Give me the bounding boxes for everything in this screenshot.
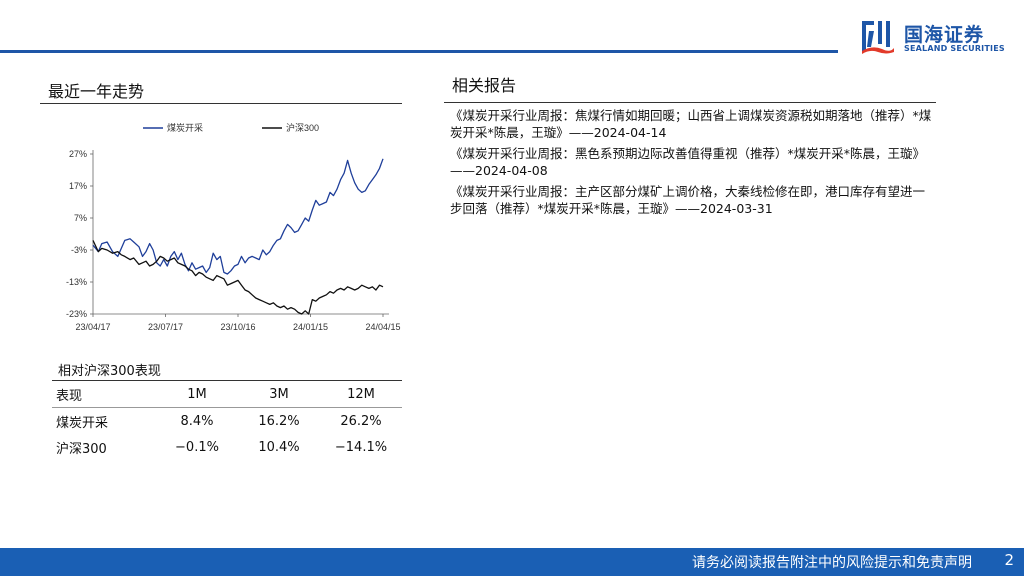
footer-bar: 请务必阅读报告附注中的风险提示和免责声明 2: [0, 548, 1024, 576]
table-cell: 10.4%: [258, 439, 300, 455]
table-cell: 沪深300: [56, 441, 107, 457]
table-header-cell: 1M: [156, 381, 238, 408]
table-header-cell: 3M: [238, 381, 320, 408]
trend-section-title: 最近一年走势: [48, 82, 145, 101]
table-row: 煤炭开采 8.4% 16.2% 26.2%: [52, 408, 402, 435]
related-reports-list: 《煤炭开采行业周报：焦煤行情如期回暖；山西省上调煤炭资源税如期落地（推荐）*煤炭…: [450, 107, 936, 221]
x-tick-label: 23/07/17: [148, 322, 183, 332]
y-tick-label: -3%: [71, 245, 87, 255]
legend-label: 煤炭开采: [167, 122, 203, 133]
table-header-cell: 表现: [52, 381, 156, 408]
y-tick-label: 7%: [74, 213, 87, 223]
table-cell: −0.1%: [175, 439, 219, 455]
table-row: 沪深300 −0.1% 10.4% −14.1%: [52, 434, 402, 460]
legend-label: 沪深300: [286, 122, 319, 133]
trend-line-chart: 27% 17% 7% -3% -13% -23% 23/04/17 23/07/17 23/10…: [66, 122, 401, 332]
table-cell: 煤炭开采: [56, 415, 109, 431]
relative-table-rule: [52, 380, 402, 381]
related-reports-rule: [444, 102, 936, 103]
brand-logo: 国海证券 SEALAND SECURITIES: [860, 18, 1010, 56]
sealand-logo-icon: [862, 21, 894, 54]
report-link[interactable]: 《煤炭开采行业周报：焦煤行情如期回暖；山西省上调煤炭资源税如期落地（推荐）*煤炭…: [450, 108, 932, 140]
table-cell: 16.2%: [258, 413, 300, 429]
relative-performance-table: 表现 1M 3M 12M 煤炭开采 8.4% 16.2% 26.2% 沪深300…: [52, 381, 402, 460]
report-link[interactable]: 《煤炭开采行业周报：主产区部分煤矿上调价格，大秦线检修在即，港口库存有望进一步回…: [450, 184, 926, 216]
x-tick-label: 24/01/15: [293, 322, 328, 332]
brand-name-cn: 国海证券: [904, 24, 985, 46]
series-line: [92, 158, 384, 275]
y-tick-label: 17%: [69, 181, 87, 191]
report-link[interactable]: 《煤炭开采行业周报：黑色系预期边际改善值得重视（推荐）*煤炭开采*陈晨，王璇》—…: [450, 146, 926, 178]
brand-name-en: SEALAND SECURITIES: [904, 44, 1005, 53]
x-tick-label: 23/10/16: [220, 322, 255, 332]
table-cell: 8.4%: [180, 413, 214, 429]
table-header-cell: 12M: [320, 381, 402, 408]
relative-performance-title: 相对沪深300表现: [58, 364, 161, 379]
y-tick-label: -23%: [66, 309, 87, 319]
disclaimer-text: 请务必阅读报告附注中的风险提示和免责声明: [692, 555, 972, 571]
header-rule: [0, 50, 838, 53]
x-tick-label: 23/04/17: [75, 322, 110, 332]
table-header-row: 表现 1M 3M 12M: [52, 381, 402, 408]
series-line: [92, 240, 384, 315]
x-tick-label: 24/04/15: [365, 322, 400, 332]
y-tick-label: 27%: [69, 149, 87, 159]
trend-section-rule: [40, 103, 402, 104]
table-cell: 26.2%: [340, 413, 382, 429]
related-reports-title: 相关报告: [452, 76, 517, 95]
page-number: 2: [1004, 551, 1014, 569]
y-tick-label: -13%: [66, 277, 87, 287]
table-cell: −14.1%: [334, 439, 388, 455]
